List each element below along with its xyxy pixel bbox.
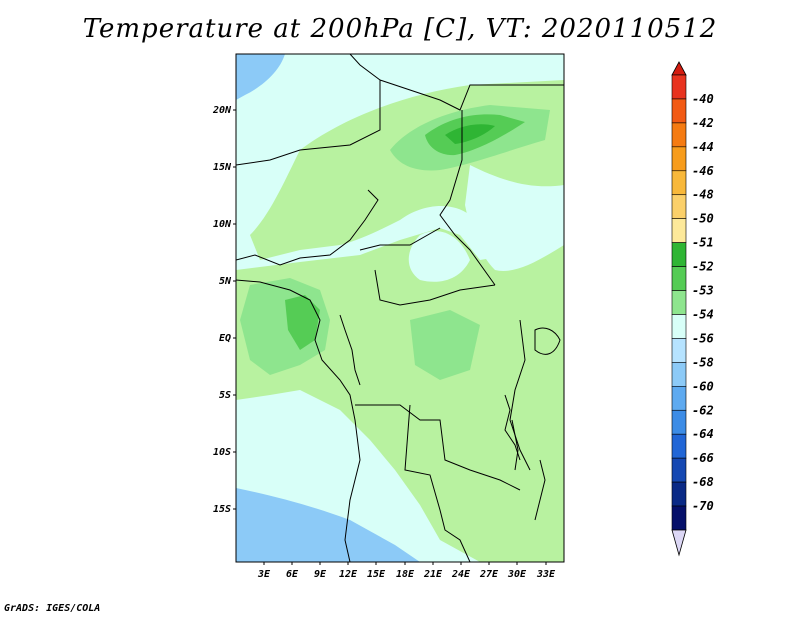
border-car-north xyxy=(359,227,441,251)
lon-label: 24E xyxy=(451,569,471,580)
legend-label: -48 xyxy=(692,188,714,202)
border-east-lakes xyxy=(504,394,521,461)
legend-color-box xyxy=(671,505,687,531)
legend-label: -60 xyxy=(692,379,714,393)
temperature-field xyxy=(236,54,564,562)
legend-color-box xyxy=(671,433,687,459)
field-zone-green-west xyxy=(285,295,320,350)
legend-color-box xyxy=(671,314,687,339)
lat-label: 5N xyxy=(219,276,232,287)
legend-color-box xyxy=(671,266,687,291)
lon-label: 3E xyxy=(257,569,271,580)
border-car-south xyxy=(374,269,496,306)
legend-color-box xyxy=(671,242,687,267)
legend-color-box xyxy=(671,290,687,315)
lon-label: 33E xyxy=(536,569,556,580)
field-zone-mid-green-center xyxy=(410,310,480,380)
lon-label: 27E xyxy=(479,569,499,580)
legend-labels: -40 -42 -44 -46 -48 -50 -51 -52 -53 -54 -56 -58 -60 -… xyxy=(692,92,714,513)
lat-label: 10S xyxy=(213,447,231,458)
legend-label: -50 xyxy=(692,212,714,226)
legend-label: -64 xyxy=(692,427,714,441)
footer-credit: GrADS: IGES/COLA xyxy=(4,603,101,614)
latitude-ticks xyxy=(233,109,236,510)
border-congo-west xyxy=(339,314,361,386)
legend-label: -62 xyxy=(692,403,714,417)
country-boundaries xyxy=(236,54,564,562)
border-great-lakes xyxy=(534,327,561,355)
field-zone-dark-green-north xyxy=(445,124,495,144)
map-frame xyxy=(235,53,565,563)
legend-color-box xyxy=(671,338,687,363)
lon-label: 12E xyxy=(339,569,358,580)
border-sudan-west xyxy=(439,110,496,286)
legend-label: -54 xyxy=(692,307,714,321)
lon-label: 15E xyxy=(367,569,386,580)
border-chad-libya xyxy=(379,79,564,111)
field-zone-light-cyan-inner xyxy=(408,231,470,282)
legend-color-box xyxy=(671,194,687,219)
lat-label: 15S xyxy=(213,504,231,515)
legend-color-box xyxy=(671,481,687,507)
longitude-ticks xyxy=(263,562,547,565)
legend-color-box xyxy=(671,457,687,483)
legend-color-box xyxy=(671,98,687,124)
legend-color-box xyxy=(671,218,687,243)
field-zone-light-cyan-east xyxy=(465,165,564,271)
legend-label: -51 xyxy=(692,236,714,250)
legend-label: -58 xyxy=(692,355,714,369)
legend-label: -70 xyxy=(692,499,714,513)
lon-label: 18E xyxy=(396,569,415,580)
border-lake-tanganyika xyxy=(511,419,519,471)
lon-label: 9E xyxy=(314,569,327,580)
legend-color-box xyxy=(671,362,687,387)
color-legend: -40 -42 -44 -46 -48 -50 -51 -52 -53 -54 -56 -58 -60 -… xyxy=(671,61,714,557)
border-nigeria-cameroon xyxy=(236,189,379,266)
legend-color-box xyxy=(671,386,687,411)
legend-boxes xyxy=(671,74,687,531)
legend-label: -56 xyxy=(692,331,714,345)
legend-label: -44 xyxy=(692,140,714,154)
legend-label: -68 xyxy=(692,475,714,489)
legend-label: -66 xyxy=(692,451,714,465)
map-title: Temperature at 200hPa [C], VT: 202011051… xyxy=(82,14,718,44)
legend-label: -42 xyxy=(692,116,714,130)
lon-label: 30E xyxy=(507,569,527,580)
legend-label: -52 xyxy=(692,260,714,274)
latitude-labels: 20N 15N 10N 5N EQ 5S 10S 15S xyxy=(212,105,232,515)
border-drc-east xyxy=(509,319,531,471)
legend-top-arrow xyxy=(671,61,687,76)
legend-color-box xyxy=(671,122,687,148)
border-northern-line xyxy=(236,54,381,166)
legend-color-box xyxy=(671,170,687,196)
lat-label: 10N xyxy=(213,219,232,230)
border-west-coast xyxy=(236,279,361,562)
lat-label: EQ xyxy=(219,333,231,344)
lon-label: 21E xyxy=(423,569,443,580)
field-zone-blue-nw xyxy=(236,54,285,100)
legend-bottom-arrow xyxy=(671,529,687,557)
lat-label: 15N xyxy=(213,162,232,173)
field-zone-blue-sw xyxy=(236,488,420,562)
border-lake-malawi xyxy=(534,459,546,521)
legend-color-box xyxy=(671,409,687,435)
legend-color-box xyxy=(671,146,687,172)
border-angola-east xyxy=(404,404,471,562)
legend-color-box xyxy=(671,74,687,100)
lat-label: 20N xyxy=(212,105,232,116)
legend-label: -40 xyxy=(692,92,714,106)
lat-label: 5S xyxy=(219,390,231,401)
legend-label: -53 xyxy=(692,284,714,298)
longitude-labels: 3E 6E 9E 12E 15E 18E 21E 24E 27E 30E 33E xyxy=(257,569,556,580)
border-drc-south xyxy=(355,404,521,491)
legend-label: -46 xyxy=(692,164,714,178)
lon-label: 6E xyxy=(286,569,299,580)
